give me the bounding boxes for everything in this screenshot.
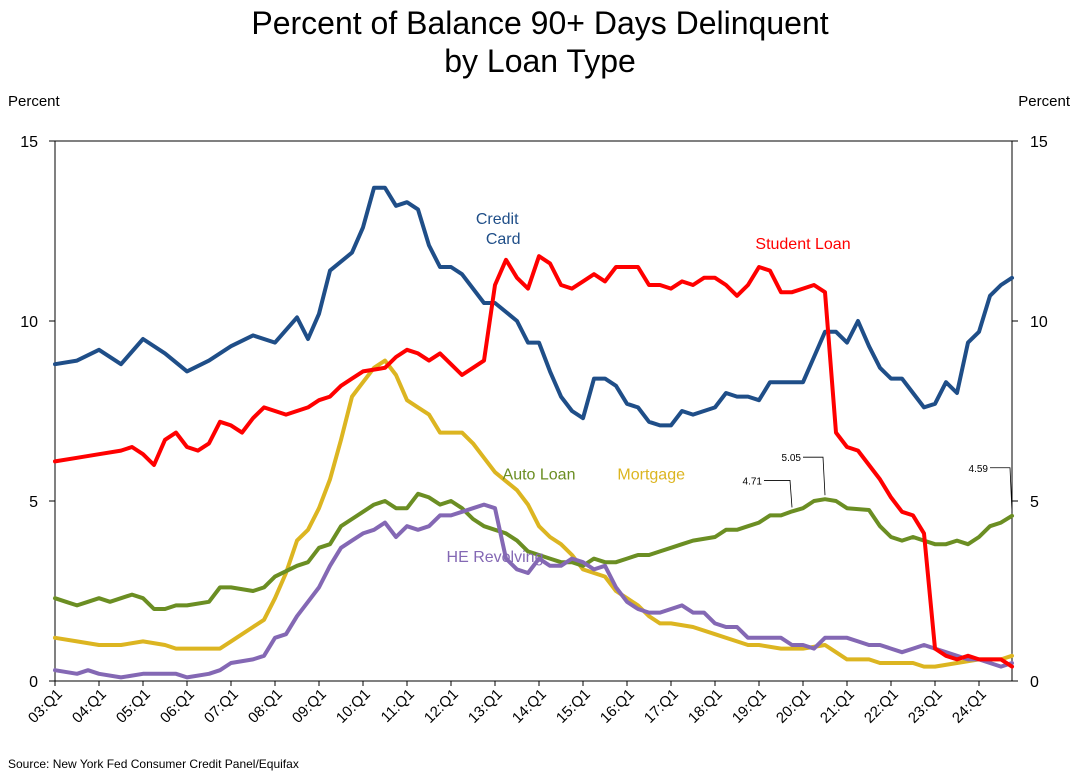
x-tick-label: 23:Q1 xyxy=(905,686,946,727)
chart-title-line-2: by Loan Type xyxy=(444,43,636,79)
series-label-auto-loan: Auto Loan xyxy=(503,466,576,483)
series-line-he-revolving xyxy=(53,502,1014,680)
x-tick-label: 13:Q1 xyxy=(465,686,506,727)
x-tick-label: 24:Q1 xyxy=(949,686,990,727)
plot-frame xyxy=(54,140,1013,682)
x-tick-label: 07:Q1 xyxy=(201,686,242,727)
series-label-student-loan: Student Loan xyxy=(755,236,850,253)
y-axis-unit-left: Percent xyxy=(8,93,60,110)
chart-title: Percent of Balance 90+ Days Delinquent b… xyxy=(0,4,1080,80)
x-tick-label: 18:Q1 xyxy=(685,686,726,727)
x-tick-label: 14:Q1 xyxy=(509,686,550,727)
annotation-leader xyxy=(803,456,826,496)
y-tick-label-left: 15 xyxy=(20,134,38,151)
y-tick-label-right: 5 xyxy=(1030,494,1039,511)
x-tick-label: 06:Q1 xyxy=(157,686,198,727)
x-tick-label: 15:Q1 xyxy=(553,686,594,727)
x-tick-label: 08:Q1 xyxy=(245,686,286,727)
x-tick-label: 22:Q1 xyxy=(861,686,902,727)
x-tick-label: 20:Q1 xyxy=(773,686,814,727)
series-label-line: Student Loan xyxy=(755,236,850,253)
series-label-line: Card xyxy=(486,231,521,248)
annotation-label: 5.05 xyxy=(782,453,802,464)
annotation-label: 4.71 xyxy=(743,476,763,487)
series-line-auto-loan xyxy=(53,491,1014,611)
x-tick-label: 11:Q1 xyxy=(378,686,418,726)
series-label-line: Auto Loan xyxy=(503,466,576,483)
x-tick-label: 09:Q1 xyxy=(289,686,330,727)
series-line-mortgage xyxy=(53,358,1014,669)
series-label-mortgage: Mortgage xyxy=(617,466,685,483)
series-label-line: HE Revolving xyxy=(447,549,544,566)
series-label-he-revolving: HE Revolving xyxy=(447,549,544,566)
y-tick-label-right: 10 xyxy=(1030,314,1048,331)
x-tick-label: 21:Q1 xyxy=(817,686,858,727)
x-tick-label: 17:Q1 xyxy=(641,686,682,727)
y-tick-label-right: 0 xyxy=(1030,674,1039,691)
y-axis-unit-right: Percent xyxy=(1018,93,1070,110)
y-tick-label-left: 5 xyxy=(29,494,38,511)
x-tick-label: 19:Q1 xyxy=(729,686,770,727)
x-tick-label: 16:Q1 xyxy=(597,686,638,727)
annotation-leader xyxy=(764,480,793,508)
series-label-credit-card: Credit Card xyxy=(476,211,521,248)
series-label-line: Credit xyxy=(476,211,519,228)
chart-title-line-1: Percent of Balance 90+ Days Delinquent xyxy=(251,5,829,41)
x-tick-label: 03:Q1 xyxy=(25,686,66,727)
x-tick-label: 04:Q1 xyxy=(69,686,110,727)
annotation-leader xyxy=(990,467,1013,512)
x-tick-label: 05:Q1 xyxy=(113,686,154,727)
x-tick-label: 12:Q1 xyxy=(421,686,462,727)
series-label-line: Mortgage xyxy=(617,466,685,483)
y-tick-label-left: 0 xyxy=(29,674,38,691)
y-tick-label-right: 15 xyxy=(1030,134,1048,151)
series-labels: Credit Card Student Loan Mortgage Auto Loan H… xyxy=(447,211,851,566)
series-layer xyxy=(53,185,1014,680)
x-tick-label: 10:Q1 xyxy=(333,686,374,727)
series-line-student-loan xyxy=(53,254,1014,669)
series-line-credit-card xyxy=(53,185,1014,428)
annotation-label: 4.59 xyxy=(969,464,989,475)
axes: 0 0 5 5 10 10 15 15 03:Q1 04:Q1 05:Q1 06:Q1 07:Q1 08:… xyxy=(20,134,1048,727)
annotations: 4.71 5.05 4.59 xyxy=(743,453,1013,512)
source-note: Source: New York Fed Consumer Credit Pan… xyxy=(8,757,299,771)
y-tick-label-left: 10 xyxy=(20,314,38,331)
